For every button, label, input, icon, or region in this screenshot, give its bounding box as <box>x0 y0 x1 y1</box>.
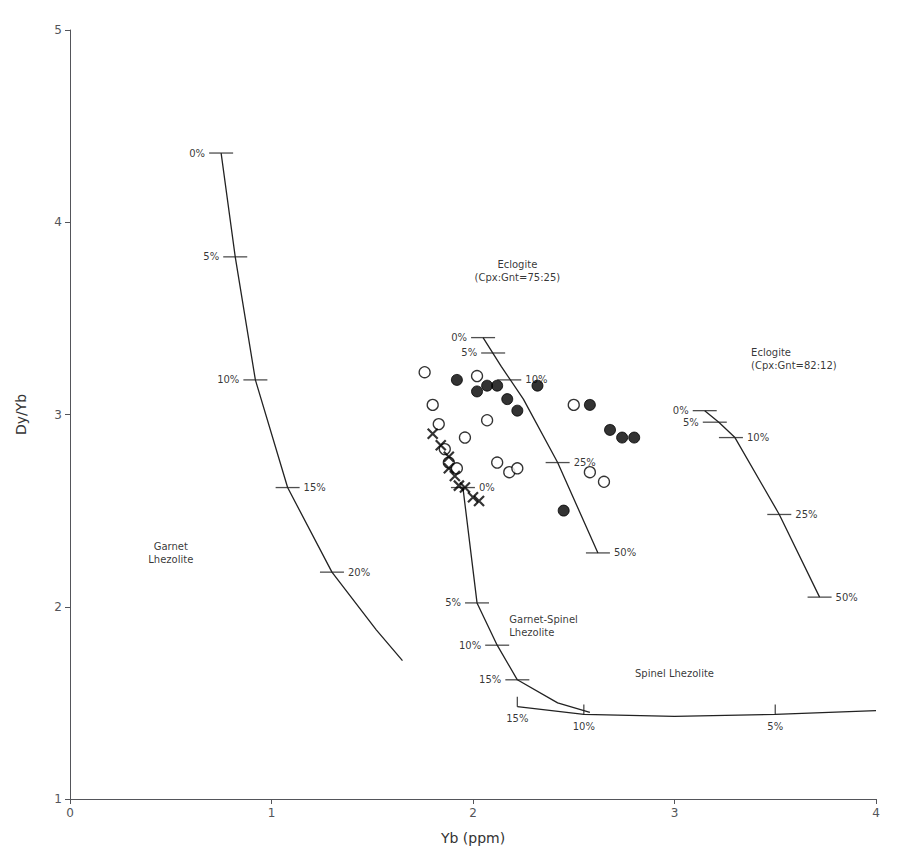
svg-text:2: 2 <box>469 806 477 820</box>
svg-text:Dy/Yb: Dy/Yb <box>13 394 29 435</box>
svg-text:5%: 5% <box>767 721 783 732</box>
svg-text:25%: 25% <box>795 509 817 520</box>
svg-text:3: 3 <box>54 408 62 422</box>
svg-text:5%: 5% <box>445 597 461 608</box>
svg-text:10%: 10% <box>573 721 595 732</box>
svg-text:(Cpx:Gnt=82:12): (Cpx:Gnt=82:12) <box>751 360 837 371</box>
svg-text:5%: 5% <box>683 417 699 428</box>
svg-text:0%: 0% <box>479 482 495 493</box>
svg-text:Garnet: Garnet <box>154 541 188 552</box>
svg-text:(Cpx:Gnt=75:25): (Cpx:Gnt=75:25) <box>475 272 561 283</box>
svg-text:15%: 15% <box>304 482 326 493</box>
svg-text:15%: 15% <box>479 674 501 685</box>
svg-text:Eclogite: Eclogite <box>751 347 791 358</box>
svg-text:Lhezolite: Lhezolite <box>509 627 554 638</box>
svg-text:25%: 25% <box>574 457 596 468</box>
svg-text:0%: 0% <box>451 332 467 343</box>
svg-text:1: 1 <box>54 792 62 806</box>
svg-text:10%: 10% <box>459 640 481 651</box>
svg-text:50%: 50% <box>836 592 858 603</box>
svg-text:5%: 5% <box>461 347 477 358</box>
svg-text:Spinel Lhezolite: Spinel Lhezolite <box>635 668 714 679</box>
svg-text:0%: 0% <box>189 148 205 159</box>
svg-text:2: 2 <box>54 600 62 614</box>
svg-text:3: 3 <box>671 806 679 820</box>
svg-text:Garnet-Spinel: Garnet-Spinel <box>509 614 578 625</box>
svg-text:4: 4 <box>872 806 880 820</box>
svg-text:15%: 15% <box>506 713 528 724</box>
svg-text:5: 5 <box>54 23 62 37</box>
svg-text:20%: 20% <box>348 567 370 578</box>
svg-text:10%: 10% <box>747 432 769 443</box>
svg-text:1: 1 <box>268 806 276 820</box>
svg-text:0: 0 <box>66 806 74 820</box>
svg-text:0%: 0% <box>673 405 689 416</box>
svg-text:10%: 10% <box>525 374 548 386</box>
svg-text:Lhezolite: Lhezolite <box>148 554 193 565</box>
svg-text:Eclogite: Eclogite <box>497 259 537 270</box>
svg-text:10%: 10% <box>217 374 239 385</box>
svg-text:5%: 5% <box>203 251 219 262</box>
svg-text:4: 4 <box>54 215 62 229</box>
svg-text:Yb (ppm): Yb (ppm) <box>440 830 505 846</box>
svg-text:50%: 50% <box>614 547 636 558</box>
